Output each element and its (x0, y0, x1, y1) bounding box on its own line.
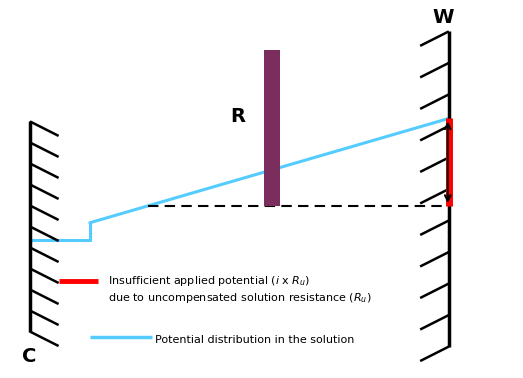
Text: R: R (230, 107, 245, 126)
Text: due to uncompensated solution resistance ($R_u$): due to uncompensated solution resistance… (108, 291, 372, 305)
Bar (264, 50, 280, 206)
Text: Insufficient applied potential ($i$ x $R_u$): Insufficient applied potential ($i$ x $R… (108, 274, 310, 288)
Text: C: C (22, 347, 36, 366)
Text: Potential distribution in the solution: Potential distribution in the solution (155, 335, 354, 345)
Text: W: W (433, 8, 454, 27)
